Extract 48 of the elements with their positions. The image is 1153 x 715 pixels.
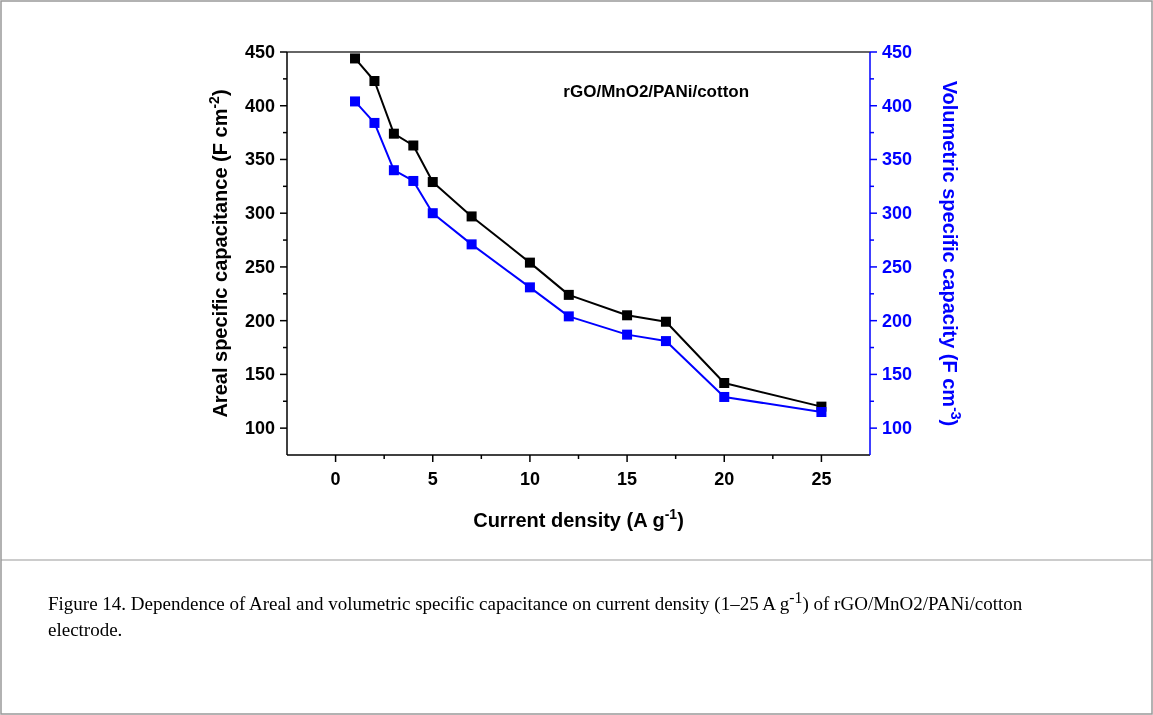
- y2-tick-label: 150: [882, 364, 913, 385]
- y2-tick-label: 200: [882, 310, 913, 331]
- point: [388, 128, 399, 139]
- x-tick-label: 25: [811, 469, 832, 489]
- y-tick-label: 300: [244, 203, 275, 224]
- point: [350, 53, 361, 64]
- point: [563, 289, 574, 300]
- point: [524, 282, 535, 293]
- point: [369, 76, 380, 87]
- y-tick-label: 200: [244, 310, 275, 331]
- point: [427, 177, 438, 188]
- x-tick-label: 0: [330, 469, 341, 489]
- annotation: rGO/MnO2/PANi/cotton: [563, 82, 750, 102]
- point: [816, 407, 827, 418]
- y2-tick-label: 250: [882, 256, 913, 277]
- y-tick-label: 450: [244, 42, 275, 62]
- point: [369, 117, 380, 128]
- point: [388, 165, 399, 176]
- point: [408, 175, 419, 186]
- y-tick-label: 100: [244, 418, 275, 439]
- x-tick-label: 5: [427, 469, 438, 489]
- y2-tick-label: 300: [882, 203, 913, 224]
- y-tick-label: 250: [244, 256, 275, 277]
- y-tick-label: 350: [244, 149, 275, 170]
- point: [466, 239, 477, 250]
- x-axis-title: Current density (A g$^{-1}$): [473, 506, 684, 531]
- point: [622, 329, 633, 340]
- point: [563, 311, 574, 322]
- x-tick-label: 10: [519, 469, 540, 489]
- point: [466, 211, 477, 222]
- point: [660, 316, 671, 327]
- point: [408, 140, 419, 151]
- x-tick-label: 20: [714, 469, 735, 489]
- y2-tick-label: 100: [882, 418, 913, 439]
- point: [524, 257, 535, 268]
- point: [427, 208, 438, 219]
- y-tick-label: 400: [244, 95, 275, 116]
- y2-tick-label: 350: [882, 149, 913, 170]
- y-tick-label: 150: [244, 364, 275, 385]
- point: [719, 391, 730, 402]
- y2-tick-label: 450: [882, 42, 913, 62]
- point: [660, 336, 671, 347]
- x-tick-label: 15: [617, 469, 638, 489]
- y2-tick-label: 400: [882, 95, 913, 116]
- point: [622, 310, 633, 321]
- point: [350, 96, 361, 107]
- point: [719, 378, 730, 388]
- text: Figure 14. Dependence of Areal and volumetric specific capacitance on current density (1–25 A g$^{-1}$) of rGO/MnO2/PANi/cotton electrode.: [48, 589, 1023, 641]
